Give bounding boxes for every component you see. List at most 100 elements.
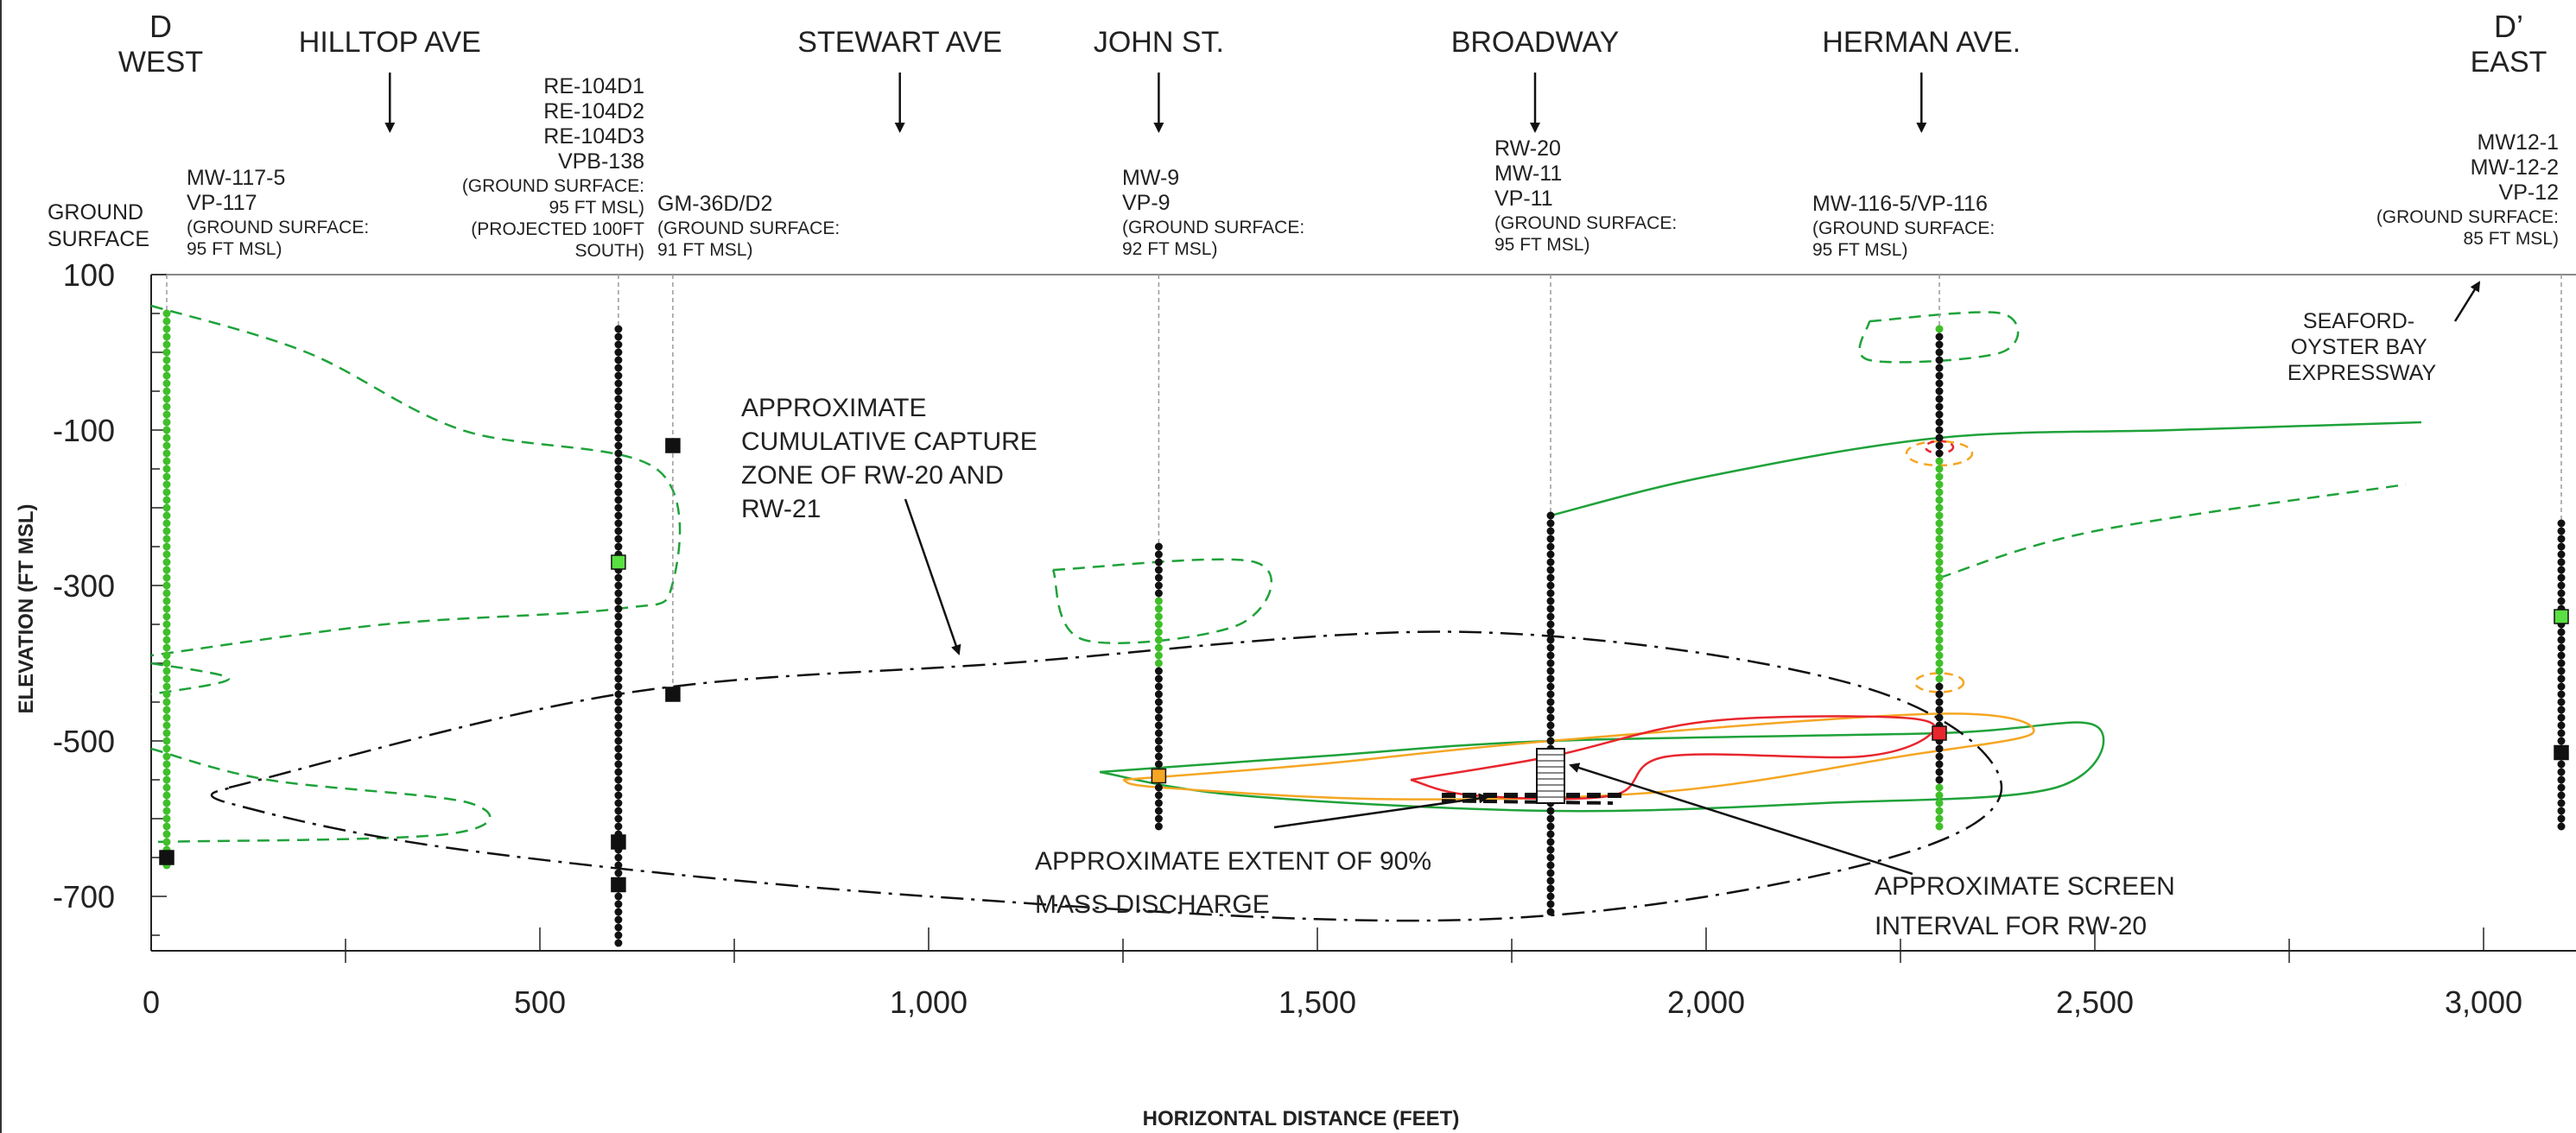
sample-point [162, 674, 171, 683]
sample-point [614, 348, 623, 357]
sample-point [1154, 573, 1163, 582]
contour-green-dashed-mw116top [1858, 311, 2020, 364]
x-tick-label: 0 [143, 984, 160, 1020]
screen-marker [2554, 609, 2569, 624]
sample-point [162, 496, 171, 504]
sample-point [1935, 332, 1944, 341]
well-name: MW-12-2 [2471, 155, 2559, 180]
sample-point [1935, 682, 1944, 691]
sample-point [162, 830, 171, 839]
sample-point [1935, 814, 1944, 823]
sample-point [2557, 573, 2566, 582]
sample-point [1546, 535, 1555, 543]
sample-point [1935, 348, 1944, 357]
sample-point [1154, 760, 1163, 769]
sample-point [1546, 869, 1555, 877]
sample-point [1935, 566, 1944, 574]
sample-point [162, 472, 171, 481]
sample-point [162, 752, 171, 761]
sample-point [2557, 566, 2566, 574]
sample-point [1546, 729, 1555, 737]
sample-point [2557, 814, 2566, 823]
sample-point [1546, 908, 1555, 916]
street-name: HILLTOP AVE [299, 26, 481, 59]
sample-point [614, 908, 623, 916]
sample-point [614, 939, 623, 947]
sample-point [1935, 698, 1944, 706]
capture-zone-arrow [904, 498, 961, 655]
sample-point [1546, 822, 1555, 831]
sample-point [1935, 636, 1944, 644]
sample-point [614, 488, 623, 497]
expressway-line3: EXPRESSWAY [2287, 361, 2437, 385]
sample-point [614, 542, 623, 551]
sample-point [162, 628, 171, 636]
sample-point [2557, 791, 2566, 800]
sample-point [2557, 721, 2566, 730]
mass-discharge-note: APPROXIMATE EXTENT OF 90% MASS DISCHARGE [1035, 847, 1438, 919]
sample-point [614, 737, 623, 745]
sample-point [1546, 612, 1555, 621]
sample-point [162, 332, 171, 341]
screen-marker [611, 554, 626, 570]
sample-point [1154, 791, 1163, 800]
contour-orange-solid [1122, 712, 2035, 801]
sample-point [162, 612, 171, 621]
capture-note-line1: APPROXIMATE [741, 394, 926, 422]
sample-point [1546, 573, 1555, 582]
well-ground-surface: SOUTH) [575, 241, 645, 261]
sample-point [1935, 379, 1944, 388]
sample-point [1154, 713, 1163, 722]
sample-point [614, 814, 623, 823]
sample-point [1935, 441, 1944, 450]
well-ground-surface: 92 FT MSL) [1122, 239, 1217, 259]
sample-point [1935, 527, 1944, 535]
sample-point [1154, 737, 1163, 745]
sample-point [614, 379, 623, 388]
sample-point [1935, 713, 1944, 722]
sample-point [614, 402, 623, 411]
sample-point [614, 923, 623, 932]
sample-point [1546, 698, 1555, 706]
sample-point [1154, 783, 1163, 792]
sample-point [614, 682, 623, 691]
capture-note-line4: RW-21 [741, 495, 821, 523]
sample-point [162, 636, 171, 644]
sample-point [2557, 822, 2566, 831]
sample-point [1546, 581, 1555, 590]
sample-point [1935, 752, 1944, 761]
sample-point [162, 814, 171, 823]
sample-point [2557, 690, 2566, 699]
well-ground-surface: (GROUND SURFACE: [1122, 218, 1304, 237]
contour-green-dashed-mw9 [1051, 558, 1272, 644]
sample-point [162, 807, 171, 815]
sample-point [162, 589, 171, 598]
well-name: RE-104D3 [543, 124, 644, 149]
sample-point [1935, 465, 1944, 473]
sample-point [2557, 519, 2566, 528]
sample-point [162, 340, 171, 349]
sample-point [1154, 597, 1163, 605]
contour-green-dashed-wlow [150, 661, 231, 696]
sample-point [162, 434, 171, 442]
sample-point [614, 799, 623, 807]
sample-point [1154, 542, 1163, 551]
sample-point [1546, 527, 1555, 535]
screen-marker [1932, 725, 1947, 741]
contour-green-dashed-wbot [150, 747, 492, 844]
well-name: VP-117 [187, 191, 257, 215]
contour-orange-small-lower [1913, 672, 1965, 693]
sample-point [2557, 674, 2566, 683]
sample-point [1935, 791, 1944, 800]
sample-point [1546, 807, 1555, 815]
well-name: MW-11 [1494, 161, 1562, 186]
well-name: VP-9 [1122, 191, 1171, 215]
sample-point [1935, 775, 1944, 784]
sample-point [1154, 822, 1163, 831]
screen-marker [611, 834, 626, 850]
sample-point [614, 480, 623, 489]
sample-point [614, 659, 623, 668]
sample-point [162, 799, 171, 807]
sample-point [1546, 838, 1555, 846]
sample-point [162, 465, 171, 473]
